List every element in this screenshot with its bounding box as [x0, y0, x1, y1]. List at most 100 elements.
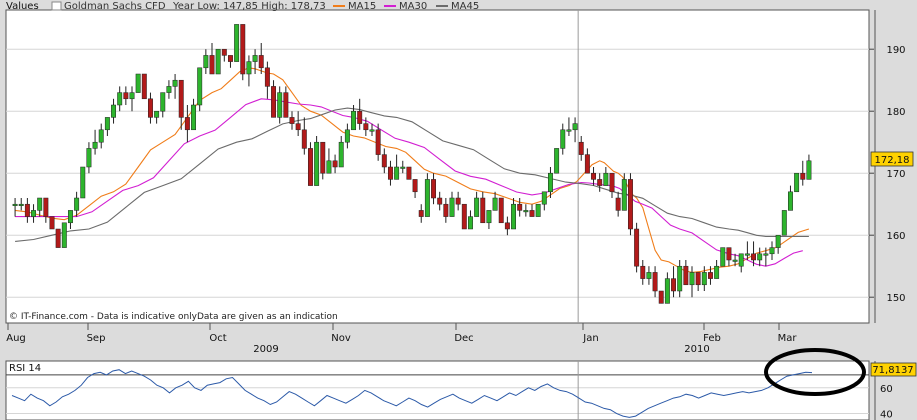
month-tick-label: Aug: [6, 333, 26, 344]
candle-body: [197, 67, 203, 106]
candle-body: [67, 210, 73, 224]
candle-body: [664, 278, 670, 304]
candle-body: [431, 179, 437, 199]
candle-body: [215, 48, 221, 75]
ma45-line: [15, 107, 809, 242]
candle-body: [375, 129, 381, 155]
candle-body: [504, 222, 510, 230]
candle-body: [252, 55, 258, 62]
candle-body: [98, 129, 104, 143]
copyright-text: © IT-Finance.com - Data is indicative on…: [9, 312, 338, 322]
candle-body: [369, 129, 375, 132]
candle-body: [744, 253, 750, 256]
candle-body: [104, 117, 110, 131]
candle-body: [566, 129, 572, 132]
rsi-panel: [5, 360, 870, 420]
candle-body: [560, 129, 566, 149]
ma15-label: MA15: [348, 1, 376, 12]
candle-body: [92, 141, 98, 149]
candle-body: [320, 141, 326, 174]
candle-body: [597, 179, 603, 186]
highlight-ellipse-annotation: [764, 348, 866, 396]
rsi-axis: 40 60: [880, 384, 893, 420]
candle-body: [381, 154, 387, 168]
month-tick-label: Feb: [703, 333, 721, 344]
candle-body: [763, 253, 769, 256]
candle-body: [394, 166, 400, 180]
candle-body: [541, 191, 547, 205]
candle-body: [535, 203, 541, 217]
candle-body: [480, 197, 486, 224]
candle-body: [307, 148, 313, 186]
candle-body: [511, 203, 517, 230]
candle-body: [578, 141, 584, 155]
ma30-label: MA30: [399, 1, 427, 12]
candle-body: [449, 197, 455, 217]
ma30-line: [15, 98, 803, 267]
rsi-grid: [6, 361, 876, 420]
candle-body: [486, 210, 492, 224]
candle-body: [184, 117, 190, 131]
candle-body: [714, 265, 720, 279]
candle-body: [412, 179, 418, 193]
price-panel: [5, 9, 870, 324]
candle-body: [591, 172, 597, 180]
candle-body: [117, 92, 123, 106]
candle-body: [227, 55, 233, 62]
values-label: Values: [6, 1, 39, 12]
month-axis: Aug Sep Oct Nov Dec Jan Feb Mar: [6, 323, 797, 344]
rsi-tick-label: 40: [880, 410, 893, 420]
candle-body: [314, 141, 320, 186]
candle-body: [24, 203, 30, 217]
candle-body: [787, 191, 793, 211]
month-tick-label: Dec: [454, 333, 473, 344]
instrument-swatch: [51, 1, 62, 11]
candle-body: [615, 197, 621, 211]
candle-body: [191, 104, 197, 131]
year-label-2010: 2010: [684, 344, 709, 355]
instrument-label: Goldman Sachs CFD: [64, 1, 166, 12]
candle-body: [640, 265, 646, 279]
candle-body: [246, 61, 252, 75]
candle-body: [135, 73, 141, 93]
candle-body: [794, 172, 800, 193]
candle-body: [634, 228, 640, 267]
candle-body: [646, 272, 652, 279]
candle-body: [738, 253, 744, 267]
candle-body: [111, 104, 117, 118]
candle-body: [289, 117, 295, 124]
candle-body: [627, 179, 633, 230]
candle-body: [437, 197, 443, 205]
candle-body: [332, 160, 338, 168]
price-tick-label: 150: [886, 293, 905, 304]
candle-body: [775, 234, 781, 248]
candle-body: [37, 197, 43, 211]
candle-body: [387, 166, 393, 180]
candle-body: [523, 210, 529, 213]
price-tick-label: 190: [886, 45, 905, 56]
rsi-line: [11, 369, 813, 418]
candle-body: [154, 110, 160, 118]
candle-body: [701, 272, 707, 286]
candle-body: [86, 148, 92, 168]
candle-body: [141, 73, 147, 100]
candle-body: [461, 203, 467, 230]
candle-body: [55, 228, 61, 248]
candle-body: [781, 210, 787, 236]
candle-body: [31, 210, 37, 217]
candle-body: [147, 98, 153, 118]
candle-body: [234, 24, 240, 62]
candle-body: [806, 160, 812, 180]
candle-body: [80, 166, 86, 199]
candle-body: [258, 55, 264, 69]
candle-body: [49, 216, 55, 230]
candle-body: [295, 123, 301, 131]
last-price-value: 172,18: [875, 155, 910, 166]
candle-body: [400, 166, 406, 169]
candle-body: [160, 92, 166, 112]
candle-body: [707, 272, 713, 279]
candle-body: [609, 172, 615, 193]
rsi-last-value: 71,8137: [872, 365, 913, 376]
candle-body: [129, 92, 135, 100]
